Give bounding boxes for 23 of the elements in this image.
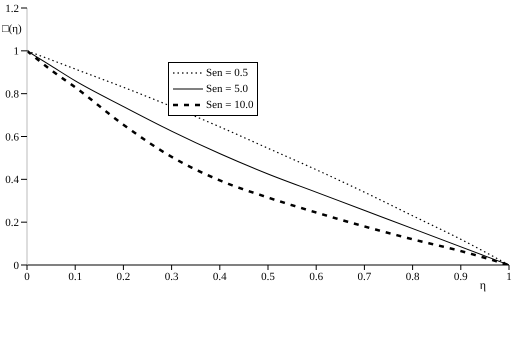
x-tick-label: 0.6 xyxy=(309,270,324,283)
x-tick-label: 0.7 xyxy=(358,270,372,283)
x-tick-label: 0.2 xyxy=(116,270,130,283)
x-tick-label: 1 xyxy=(506,270,512,283)
legend-label: Sen = 10.0 xyxy=(206,99,254,111)
y-axis-title: □(η) xyxy=(2,23,22,35)
legend-label: Sen = 0.5 xyxy=(206,67,248,79)
y-tick-label: 1.2 xyxy=(5,2,19,15)
x-tick-label: 0.5 xyxy=(261,270,276,283)
x-tick-label: 0.1 xyxy=(68,270,82,283)
y-tick-label: 0.8 xyxy=(5,88,20,101)
x-tick-label: 0.9 xyxy=(454,270,468,283)
legend-label: Sen = 5.0 xyxy=(206,83,248,95)
y-tick-label: 0.4 xyxy=(5,174,20,186)
x-tick-label: 0.3 xyxy=(164,270,179,283)
y-tick-label: 1 xyxy=(14,46,19,58)
x-tick-label: 0.4 xyxy=(212,270,228,283)
y-tick-label: 0.6 xyxy=(5,131,20,144)
x-tick-label: 0.8 xyxy=(406,270,420,283)
y-tick-label: 0.2 xyxy=(5,217,19,230)
x-axis-title: η xyxy=(480,278,486,292)
y-tick-label: 0 xyxy=(14,260,20,272)
x-tick-label: 0 xyxy=(24,270,30,283)
